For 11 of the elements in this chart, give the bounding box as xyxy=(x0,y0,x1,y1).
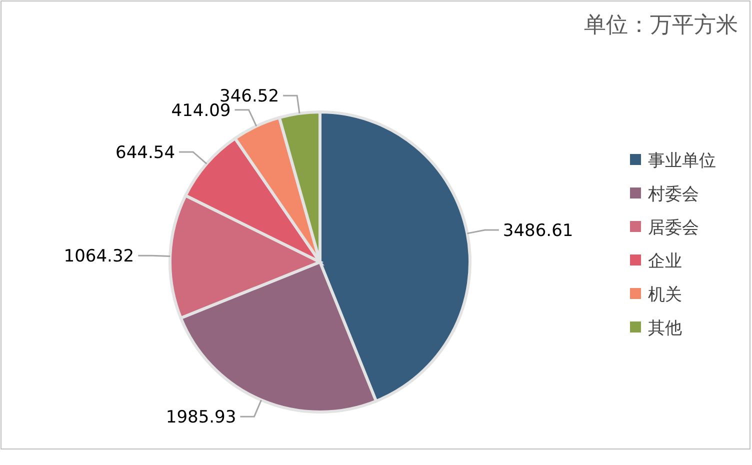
legend-label: 其他 xyxy=(648,318,682,338)
data-label: 644.54 xyxy=(116,142,176,163)
chart-title: 单位：万平方米 xyxy=(584,13,738,38)
legend-label: 居委会 xyxy=(648,218,699,238)
legend-label: 事业单位 xyxy=(648,151,716,171)
legend-label: 机关 xyxy=(648,285,682,305)
legend-label: 企业 xyxy=(648,252,682,272)
legend-label: 村委会 xyxy=(647,184,699,204)
data-label: 1064.32 xyxy=(64,246,134,267)
data-label: 1985.93 xyxy=(166,408,236,428)
data-label: 3486.61 xyxy=(502,221,574,242)
